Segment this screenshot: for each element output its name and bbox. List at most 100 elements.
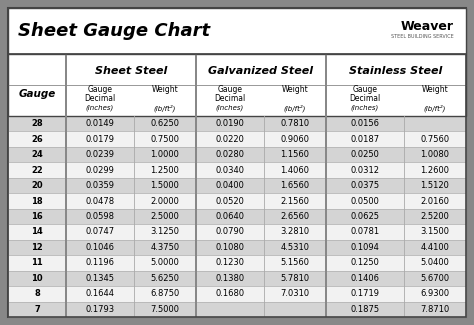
Text: 0.7810: 0.7810 [281, 119, 310, 128]
Text: 0.0478: 0.0478 [85, 197, 115, 205]
Text: 2.5000: 2.5000 [151, 212, 180, 221]
Text: 0.0625: 0.0625 [350, 212, 380, 221]
Bar [8, 54, 466, 317]
Text: 0.1719: 0.1719 [350, 289, 380, 298]
Bar [65, 54, 67, 317]
Text: (inches): (inches) [351, 105, 379, 111]
Text: 7.0310: 7.0310 [281, 289, 310, 298]
Text: 0.1644: 0.1644 [85, 289, 115, 298]
Text: 0.0190: 0.0190 [216, 119, 245, 128]
Text: 4.4100: 4.4100 [420, 243, 449, 252]
Text: 1.0080: 1.0080 [420, 150, 449, 159]
Text: 0.0149: 0.0149 [86, 119, 114, 128]
Text: Decimal: Decimal [84, 94, 116, 103]
Text: 1.2500: 1.2500 [151, 166, 180, 175]
Text: 0.1680: 0.1680 [216, 289, 245, 298]
Text: 0.0359: 0.0359 [85, 181, 115, 190]
Text: 5.0000: 5.0000 [151, 258, 180, 267]
Text: 0.0520: 0.0520 [216, 197, 245, 205]
Text: 3.1500: 3.1500 [420, 227, 449, 237]
Text: 26: 26 [31, 135, 43, 144]
Text: 1.0000: 1.0000 [151, 150, 180, 159]
Text: 12: 12 [31, 243, 43, 252]
Bar [8, 54, 466, 116]
Text: Gauge: Gauge [353, 85, 377, 95]
Text: Sheet Steel: Sheet Steel [95, 66, 167, 76]
Text: 1.5000: 1.5000 [151, 181, 180, 190]
Text: 0.1345: 0.1345 [85, 274, 115, 283]
Text: 16: 16 [31, 212, 43, 221]
Bar [195, 54, 197, 317]
Bar [8, 178, 466, 193]
Text: 5.0400: 5.0400 [420, 258, 449, 267]
Text: 18: 18 [31, 197, 43, 205]
Bar [8, 286, 466, 302]
Text: 0.1250: 0.1250 [351, 258, 380, 267]
Text: Weaver: Weaver [401, 20, 454, 33]
Text: STEEL BUILDING SERVICE: STEEL BUILDING SERVICE [391, 34, 454, 40]
Text: (lb/ft²): (lb/ft²) [284, 104, 306, 112]
Text: 1.5120: 1.5120 [420, 181, 449, 190]
Text: Decimal: Decimal [214, 94, 246, 103]
Text: 0.0375: 0.0375 [350, 181, 380, 190]
Bar [8, 162, 466, 178]
Text: Gauge: Gauge [18, 89, 55, 99]
Text: 1.6560: 1.6560 [281, 181, 310, 190]
Text: 0.0220: 0.0220 [216, 135, 245, 144]
Text: 28: 28 [31, 119, 43, 128]
Text: Gauge: Gauge [218, 85, 243, 95]
Text: 4.3750: 4.3750 [150, 243, 180, 252]
Text: 5.1560: 5.1560 [281, 258, 310, 267]
Bar [8, 240, 466, 255]
Text: 2.6560: 2.6560 [281, 212, 310, 221]
Text: 1.1560: 1.1560 [281, 150, 310, 159]
Text: 0.1875: 0.1875 [350, 305, 380, 314]
Text: 2.1560: 2.1560 [281, 197, 310, 205]
Text: 0.1406: 0.1406 [350, 274, 380, 283]
Text: 7.5000: 7.5000 [151, 305, 180, 314]
Text: 0.7500: 0.7500 [151, 135, 180, 144]
Text: (lb/ft²): (lb/ft²) [154, 104, 176, 112]
Bar [8, 131, 466, 147]
Text: 0.0640: 0.0640 [216, 212, 245, 221]
Bar [8, 255, 466, 271]
Text: Stainless Steel: Stainless Steel [349, 66, 443, 76]
Text: 22: 22 [31, 166, 43, 175]
Text: 11: 11 [31, 258, 43, 267]
Text: 2.5200: 2.5200 [420, 212, 449, 221]
Text: 0.0500: 0.0500 [351, 197, 380, 205]
Text: 0.1080: 0.1080 [216, 243, 245, 252]
Text: (inches): (inches) [216, 105, 244, 111]
Text: 0.0179: 0.0179 [85, 135, 115, 144]
Text: 2.0000: 2.0000 [151, 197, 180, 205]
Text: Weight: Weight [422, 85, 448, 95]
Bar [8, 8, 466, 54]
Text: 5.7810: 5.7810 [281, 274, 310, 283]
Text: 5.6250: 5.6250 [151, 274, 180, 283]
Text: 0.7560: 0.7560 [420, 135, 449, 144]
Text: (lb/ft²): (lb/ft²) [424, 104, 446, 112]
Text: 0.0312: 0.0312 [350, 166, 380, 175]
Text: 4.5310: 4.5310 [281, 243, 310, 252]
Bar [8, 271, 466, 286]
Text: 1.2600: 1.2600 [420, 166, 449, 175]
Text: 24: 24 [31, 150, 43, 159]
Text: 0.9060: 0.9060 [281, 135, 310, 144]
Text: 0.1230: 0.1230 [216, 258, 245, 267]
Text: 0.1793: 0.1793 [85, 305, 115, 314]
Text: 3.2810: 3.2810 [281, 227, 310, 237]
Text: 7.8710: 7.8710 [420, 305, 450, 314]
Text: 0.0400: 0.0400 [216, 181, 245, 190]
Bar [8, 116, 466, 131]
Text: 0.1196: 0.1196 [85, 258, 115, 267]
Text: 20: 20 [31, 181, 43, 190]
Text: 0.0280: 0.0280 [216, 150, 245, 159]
Text: Weight: Weight [152, 85, 178, 95]
Text: 10: 10 [31, 274, 43, 283]
Text: 0.0250: 0.0250 [351, 150, 380, 159]
Text: Gauge: Gauge [88, 85, 112, 95]
Text: 6.9300: 6.9300 [420, 289, 449, 298]
Bar [8, 209, 466, 224]
Text: 0.0598: 0.0598 [85, 212, 115, 221]
Text: Galvanized Steel: Galvanized Steel [209, 66, 314, 76]
